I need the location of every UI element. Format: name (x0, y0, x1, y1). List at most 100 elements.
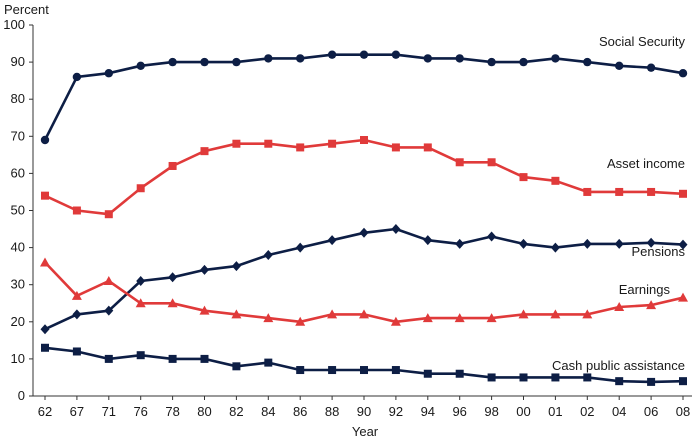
data-point-pensions (519, 238, 528, 249)
data-point-pensions (646, 237, 656, 248)
data-point-social-security (551, 54, 560, 63)
data-point-cash-public-assistance (519, 373, 528, 382)
data-point-earnings (390, 316, 401, 326)
y-tick-label: 100 (3, 17, 25, 32)
data-point-social-security (136, 61, 145, 71)
y-axis-ticks: 0 10 20 30 40 50 60 70 80 90 100 (3, 17, 33, 403)
x-tick-label: 76 (133, 404, 147, 419)
data-point-pensions (582, 238, 592, 249)
series-line-asset-income (44, 138, 684, 216)
x-tick-label: 67 (70, 404, 84, 419)
data-point-cash-public-assistance (104, 354, 113, 363)
data-point-pensions (550, 242, 560, 253)
data-point-earnings (199, 305, 210, 315)
data-point-cash-public-assistance (615, 377, 624, 386)
y-tick-label: 30 (11, 277, 25, 292)
data-point-earnings (486, 313, 497, 323)
y-tick-label: 60 (11, 165, 25, 180)
data-point-earnings (614, 301, 625, 311)
data-point-earnings (295, 316, 306, 326)
x-tick-label: 96 (452, 404, 466, 419)
data-point-asset-income (391, 143, 400, 152)
data-point-earnings (40, 257, 50, 267)
data-point-earnings (422, 313, 433, 323)
data-point-earnings (135, 298, 146, 308)
data-point-cash-public-assistance (423, 369, 432, 378)
data-point-social-security (455, 54, 464, 63)
data-point-earnings (231, 309, 242, 319)
data-point-social-security (264, 54, 273, 63)
data-point-pensions (231, 261, 241, 272)
data-point-asset-income (360, 136, 368, 145)
data-point-social-security (583, 57, 592, 67)
data-point-pensions (200, 264, 209, 275)
y-tick-label: 90 (11, 54, 25, 69)
data-point-earnings (327, 309, 338, 319)
y-axis-label: Percent (4, 2, 49, 17)
data-point-earnings (646, 300, 657, 310)
data-point-cash-public-assistance (296, 366, 305, 375)
data-point-earnings (167, 298, 178, 308)
data-point-social-security (232, 57, 241, 67)
x-tick-label: 98 (484, 404, 498, 419)
series-pensions (40, 224, 688, 335)
y-tick-label: 70 (11, 128, 25, 143)
data-point-asset-income (615, 187, 624, 196)
data-point-asset-income (583, 187, 592, 196)
data-point-cash-public-assistance (328, 366, 337, 375)
data-point-asset-income (679, 189, 687, 198)
series-cash-public-assistance (41, 343, 687, 386)
series-label-cash-public-assistance: Cash public assistance (552, 358, 685, 373)
data-point-earnings (263, 313, 274, 323)
data-point-asset-income (200, 147, 209, 156)
data-point-cash-public-assistance (168, 354, 177, 363)
data-point-asset-income (551, 176, 560, 185)
x-tick-label: 94 (421, 404, 435, 419)
data-point-cash-public-assistance (72, 347, 81, 356)
x-tick-label: 88 (325, 404, 339, 419)
data-point-earnings (678, 292, 688, 302)
x-tick-label: 92 (389, 404, 403, 419)
data-point-social-security (327, 50, 337, 59)
data-point-asset-income (41, 191, 49, 200)
data-point-asset-income (519, 173, 528, 182)
data-point-cash-public-assistance (583, 373, 592, 382)
series-label-asset-income: Asset income (607, 156, 685, 171)
data-point-earnings (103, 275, 114, 285)
data-point-social-security (200, 57, 209, 67)
data-point-pensions (136, 275, 146, 286)
x-tick-label: 08 (676, 404, 690, 419)
data-point-earnings (359, 309, 369, 319)
data-point-earnings (518, 309, 529, 319)
data-point-asset-income (232, 139, 241, 148)
series-label-earnings: Earnings (619, 282, 671, 297)
data-point-pensions (295, 242, 305, 253)
x-tick-label: 00 (516, 404, 530, 419)
data-point-asset-income (136, 184, 145, 193)
data-point-asset-income (168, 161, 177, 170)
data-point-asset-income (647, 187, 656, 196)
x-tick-label: 80 (197, 404, 211, 419)
y-tick-label: 20 (11, 314, 25, 329)
y-tick-label: 50 (11, 203, 25, 218)
x-tick-label: 84 (261, 404, 275, 419)
data-point-pensions (487, 231, 497, 242)
data-point-cash-public-assistance (455, 369, 464, 378)
data-point-pensions (168, 272, 178, 283)
data-point-social-security (646, 63, 656, 72)
data-point-asset-income (296, 143, 305, 152)
data-point-pensions (678, 239, 688, 250)
series-social-security (40, 50, 688, 145)
data-point-cash-public-assistance (360, 366, 368, 375)
x-tick-label: 90 (357, 404, 371, 419)
data-point-earnings (550, 309, 561, 319)
data-point-social-security (487, 57, 496, 67)
data-point-asset-income (423, 143, 432, 152)
data-point-pensions (359, 227, 369, 238)
data-point-pensions (327, 235, 337, 246)
series-label-pensions: Pensions (632, 244, 686, 259)
series-asset-income (41, 136, 687, 219)
data-point-social-security (104, 69, 114, 78)
